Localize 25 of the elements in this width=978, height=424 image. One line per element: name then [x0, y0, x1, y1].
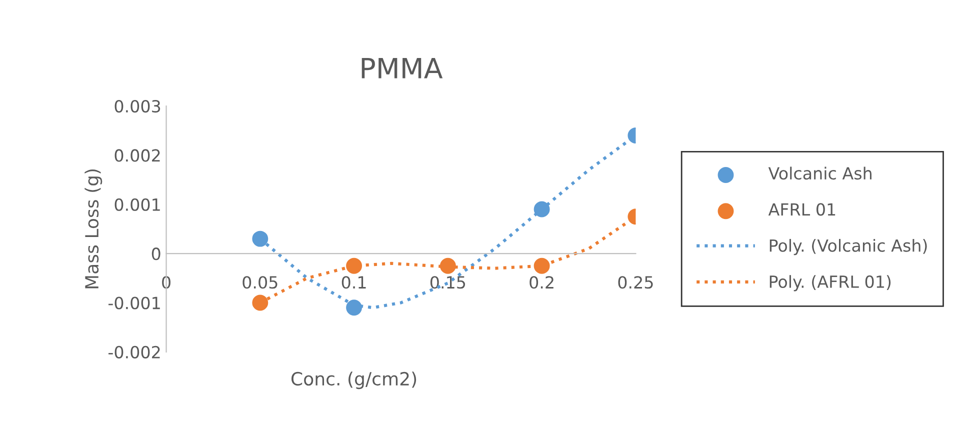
point	[252, 230, 268, 247]
x-axis-title: Conc. (g/cm2)	[291, 372, 416, 390]
y-tick-label: 0.003	[114, 100, 160, 113]
x-tick-label: 0.2	[530, 276, 554, 289]
point	[346, 258, 362, 274]
y-tick-label: 0.001	[114, 198, 160, 211]
y-axis-title: Mass Loss (g)	[84, 169, 102, 288]
y-tick-label: 0	[152, 248, 160, 260]
legend-label: Poly. (Volcanic Ash)	[770, 238, 927, 256]
legend-label: Volcanic Ash	[768, 166, 872, 180]
point	[346, 300, 362, 316]
point	[534, 201, 550, 218]
y-tick-label: 0.002	[114, 149, 160, 162]
legend-label: AFRL 01	[768, 203, 836, 216]
x-tick-label: 0	[162, 276, 170, 289]
point	[534, 258, 550, 274]
x-tick-label: 0.25	[618, 276, 653, 289]
y-tick-label: -0.002	[108, 346, 160, 358]
y-tick-label: -0.001	[108, 296, 160, 310]
chart-title: PMMA	[362, 58, 443, 78]
legend-label: Poly. (AFRL 01)	[770, 275, 891, 292]
x-tick-label: 0.05	[242, 276, 278, 289]
point	[440, 258, 456, 274]
point	[252, 294, 268, 311]
x-tick-label: 0.1	[342, 276, 366, 289]
